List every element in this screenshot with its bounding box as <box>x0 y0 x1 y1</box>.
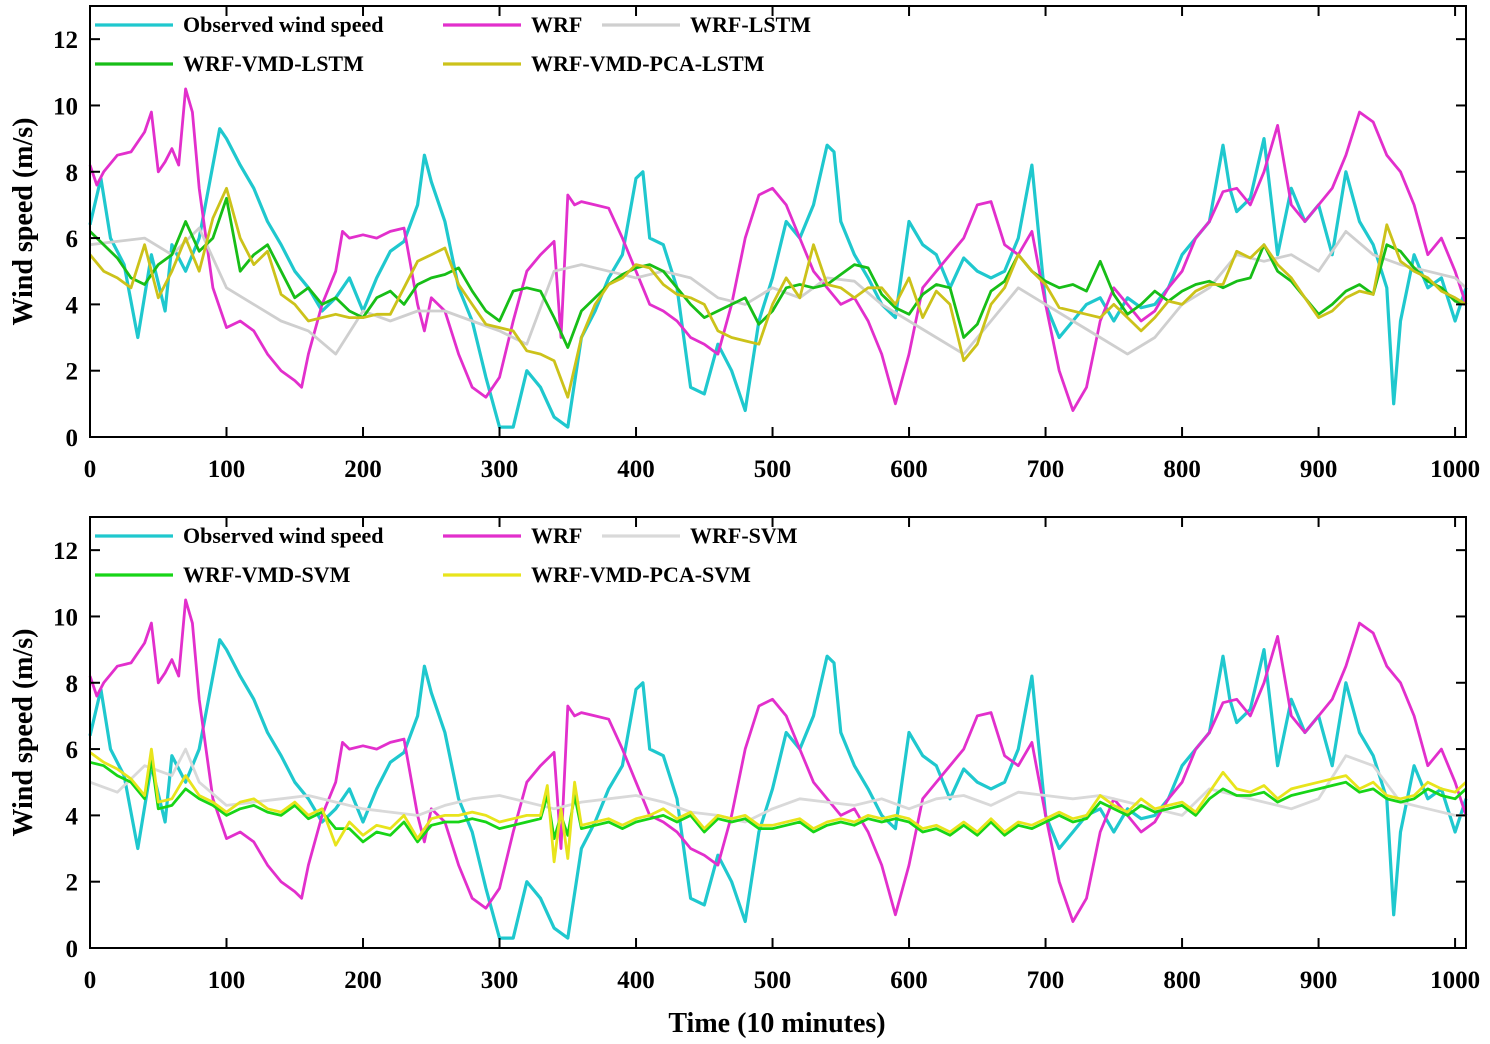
legend-label: WRF <box>531 523 582 548</box>
x-tick-label: 1000 <box>1430 456 1480 483</box>
series-line-wrf-vmd-svm <box>89 757 1467 844</box>
x-tick-label: 500 <box>754 456 792 483</box>
x-tick-label: 400 <box>617 967 655 994</box>
x-tick-label: 700 <box>1027 456 1065 483</box>
legend-label: Observed wind speed <box>183 523 383 548</box>
x-tick-label: 500 <box>754 967 792 994</box>
x-tick-label: 400 <box>617 456 655 483</box>
legend-label: Observed wind speed <box>183 12 383 37</box>
legend-label: WRF <box>531 12 582 37</box>
y-tick-label: 4 <box>66 292 79 319</box>
x-tick-label: 900 <box>1300 456 1338 483</box>
series-line-wrf-vmd-pca-svm <box>89 747 1467 864</box>
series-line-wrf-vmd-pca-lstm <box>88 186 1467 399</box>
y-axis-label: Wind speed (m/s) <box>8 118 39 326</box>
x-tick-label: 600 <box>890 967 928 994</box>
x-tick-label: 700 <box>1027 967 1065 994</box>
y-tick-label: 0 <box>66 425 79 452</box>
y-tick-label: 6 <box>66 226 79 253</box>
x-tick-label: 800 <box>1163 967 1201 994</box>
x-tick-label: 1000 <box>1430 967 1480 994</box>
y-tick-label: 12 <box>53 27 78 54</box>
plot-frame <box>89 516 1467 949</box>
series-line-wrf <box>88 87 1468 412</box>
y-tick-label: 12 <box>53 538 78 565</box>
legend: Observed wind speed WRF WRF-LSTM WRF-VMD-LS… <box>95 12 811 76</box>
series-line-wrf <box>88 598 1468 923</box>
legend: Observed wind speed WRF WRF-SVM WRF-VMD-SVM… <box>95 523 798 587</box>
x-tick-label: 0 <box>84 967 97 994</box>
legend-label: WRF-LSTM <box>690 12 811 37</box>
x-tick-label: 200 <box>344 967 382 994</box>
x-axis-label: Time (10 minutes) <box>668 1008 885 1039</box>
legend-label: WRF-VMD-PCA-LSTM <box>531 51 765 76</box>
y-tick-label: 10 <box>53 604 78 631</box>
legend-label: WRF-VMD-LSTM <box>183 51 364 76</box>
y-tick-label: 0 <box>66 936 79 963</box>
legend-label: WRF-VMD-SVM <box>183 562 351 587</box>
series-line-observed-wind-speed <box>88 638 1468 940</box>
legend-label: WRF-VMD-PCA-SVM <box>531 562 751 587</box>
y-tick-label: 4 <box>66 803 79 830</box>
y-tick-label: 10 <box>53 93 78 120</box>
plot-frame <box>89 5 1467 438</box>
x-tick-label: 600 <box>890 456 928 483</box>
series-line-wrf-vmd-lstm <box>89 196 1467 349</box>
y-tick-label: 8 <box>66 671 79 698</box>
top-panel: 0 100 200 300 400 500 600 700 800 900 1000 0 2 4 6 8 10 1… <box>8 5 1480 483</box>
x-tick-label: 100 <box>208 967 246 994</box>
x-tick-label: 300 <box>481 967 519 994</box>
y-tick-label: 2 <box>66 870 79 897</box>
x-tick-label: 900 <box>1300 967 1338 994</box>
x-tick-label: 200 <box>344 456 382 483</box>
x-tick-label: 300 <box>481 456 519 483</box>
x-tick-label: 0 <box>84 456 97 483</box>
bottom-panel: 0 100 200 300 400 500 600 700 800 900 1000 0 2 4 6 8 10 1… <box>8 516 1480 994</box>
series-line-wrf-svm <box>89 747 1466 824</box>
x-tick-label: 100 <box>208 456 246 483</box>
x-tick-label: 800 <box>1163 456 1201 483</box>
y-tick-label: 6 <box>66 737 79 764</box>
y-tick-label: 2 <box>66 359 79 386</box>
legend-label: WRF-SVM <box>690 523 798 548</box>
y-tick-label: 8 <box>66 160 79 187</box>
y-axis-label: Wind speed (m/s) <box>8 629 39 837</box>
